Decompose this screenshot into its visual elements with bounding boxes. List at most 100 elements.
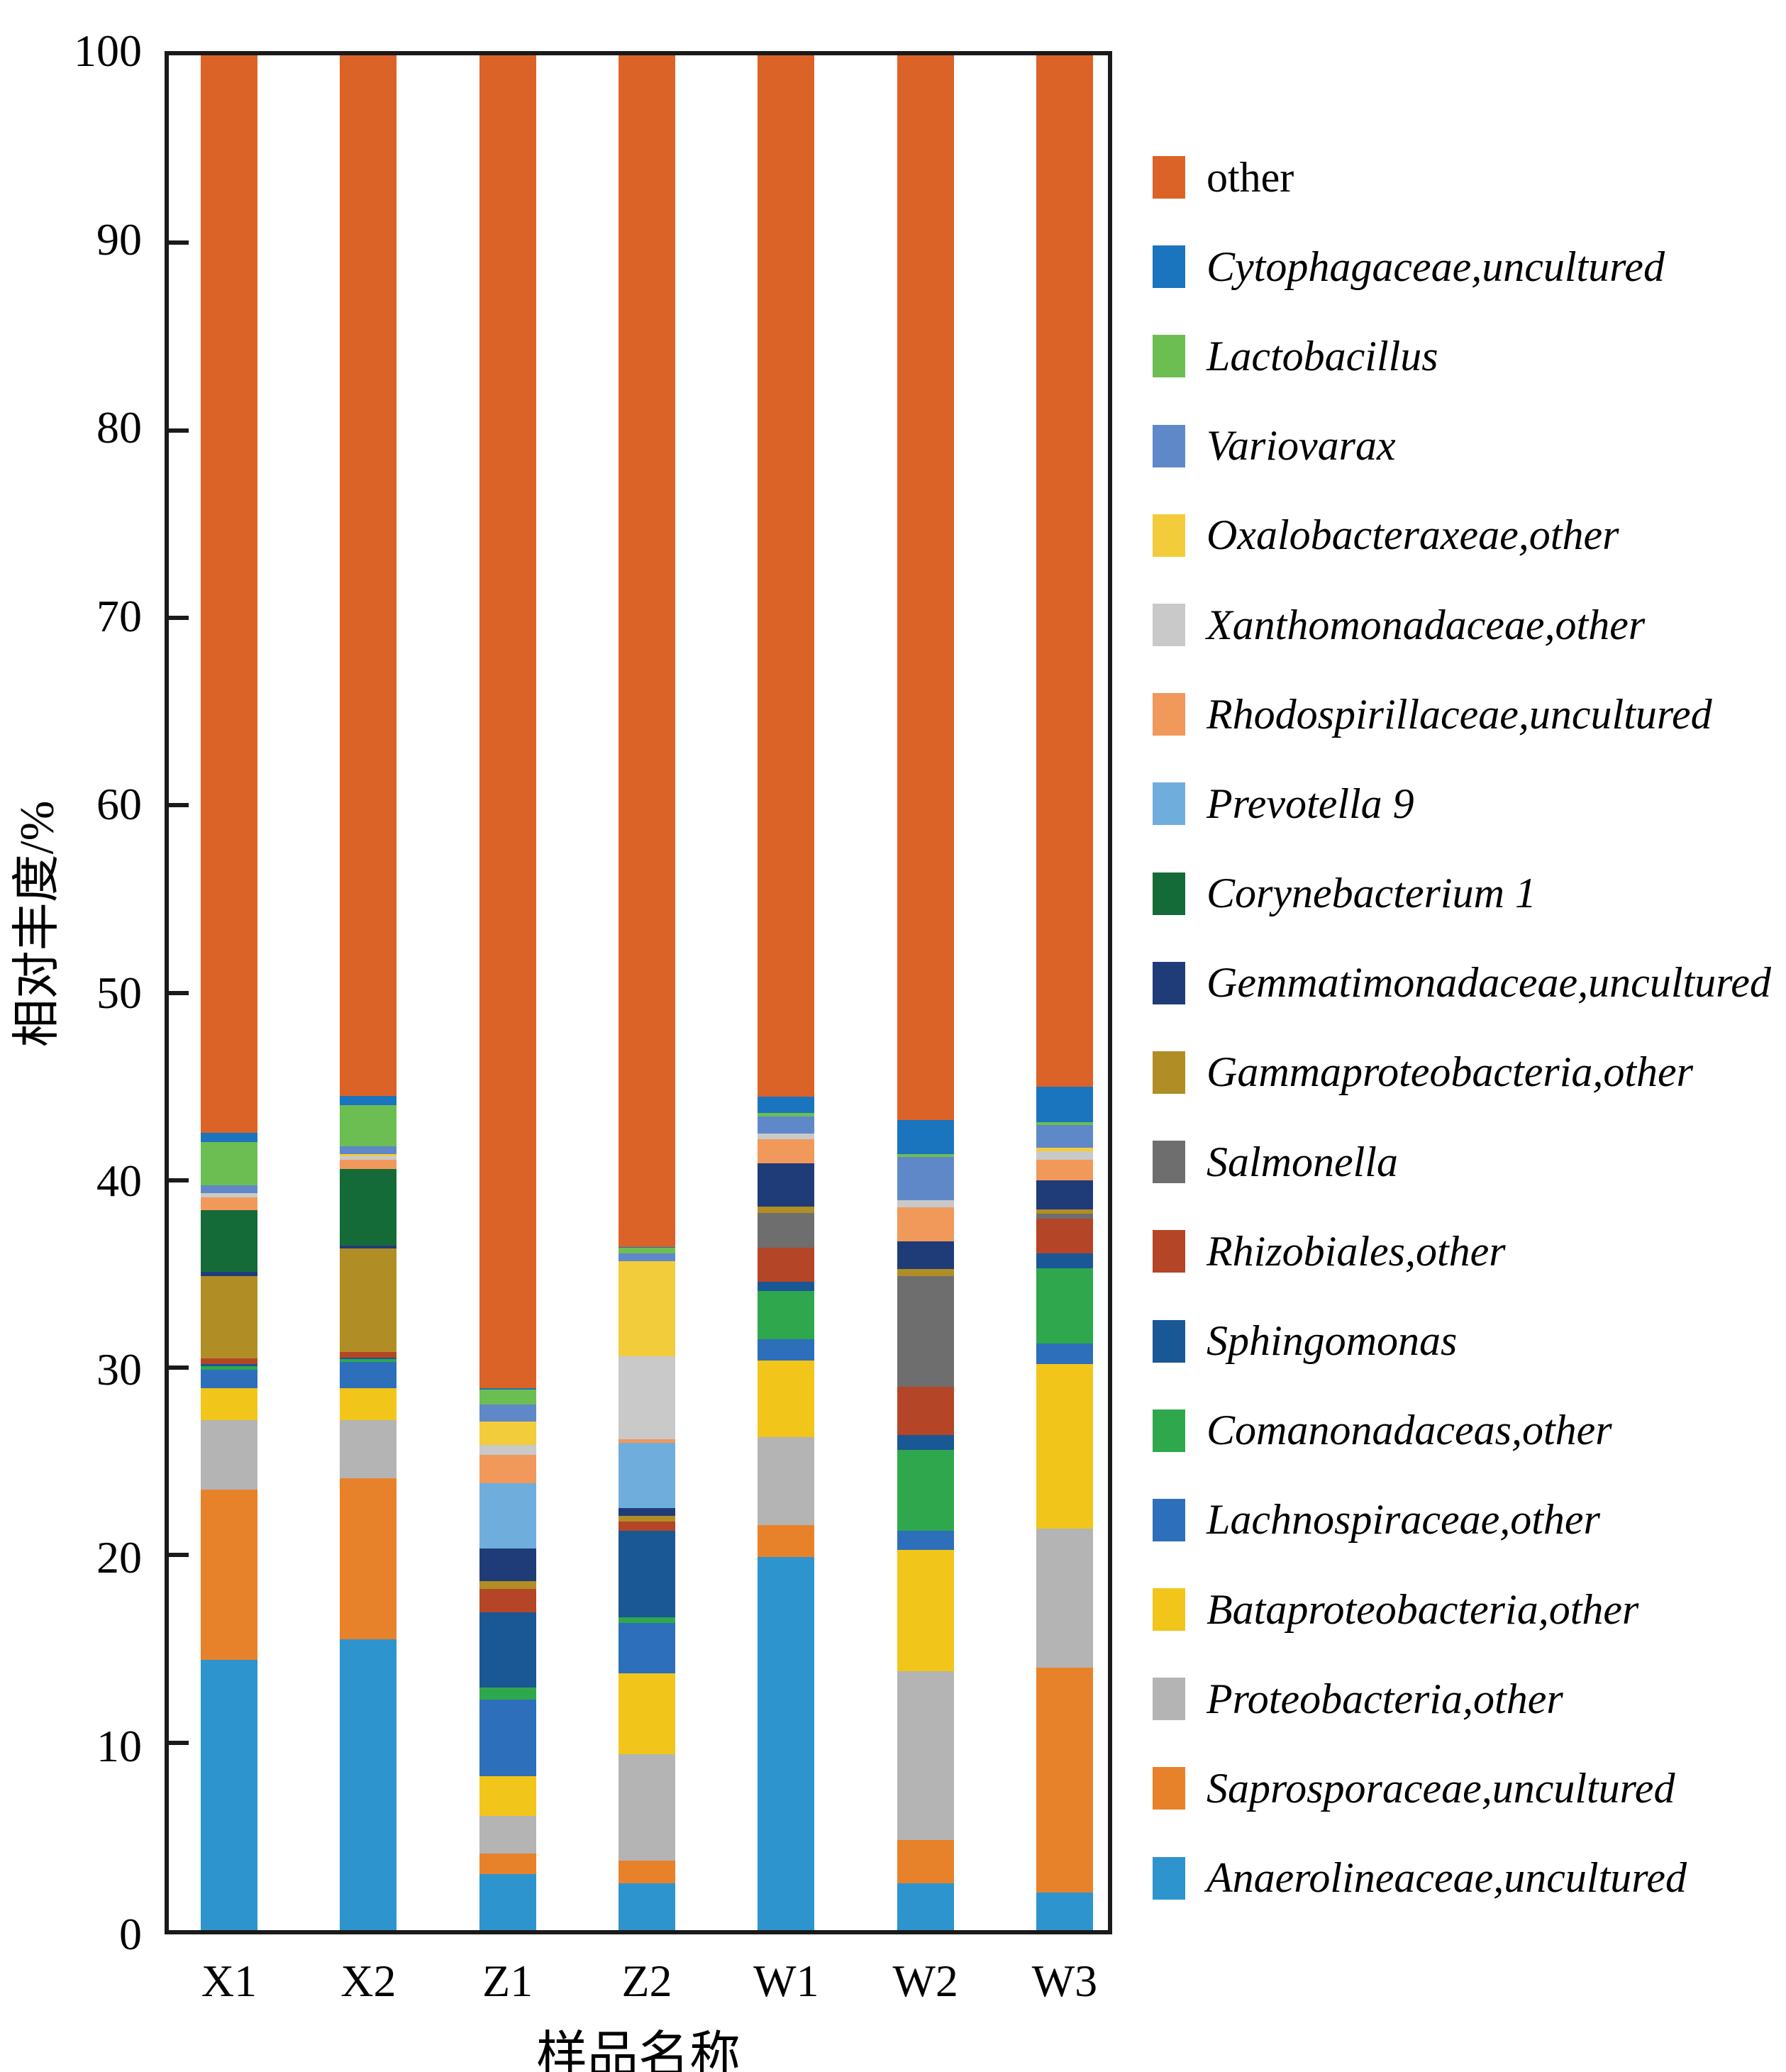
segment-Z2-Xanthomonadaceae,other <box>618 1356 675 1439</box>
segment-W2-Xanthomonadaceae,other <box>897 1200 954 1208</box>
x-tick-label-X1: X1 <box>201 1956 257 2006</box>
segment-W2-Variovarax <box>897 1156 954 1200</box>
legend-swatch-icon <box>1153 1588 1185 1631</box>
legend-label: Variovarax <box>1207 422 1396 470</box>
segment-Z1-Anaerolineaceae,uncultured <box>479 1873 536 1930</box>
segment-X1-Comanonadaceas,other <box>201 1365 257 1370</box>
legend-item-Comanonadaceas,other: Comanonadaceas,other <box>1153 1386 1771 1475</box>
legend-swatch-icon <box>1153 1767 1185 1810</box>
segment-Z1-Sphingomonas <box>479 1612 536 1688</box>
segment-X1-Anaerolineaceae,uncultured <box>201 1660 257 1930</box>
segment-X2-Corynebacterium 1 <box>340 1169 397 1246</box>
segment-Z2-Variovarax <box>618 1253 675 1261</box>
segment-W1-Gammaproteobacteria,other <box>758 1206 815 1214</box>
segment-Z2-Cytophagaceae,uncultured <box>618 1246 675 1248</box>
legend-item-Oxalobacteraxeae,other: Oxalobacteraxeae,other <box>1153 491 1771 580</box>
segment-Z1-Rhodospirillaceae,uncultured <box>479 1455 536 1483</box>
segment-X1-Variovarax <box>201 1185 257 1194</box>
legend-item-Proteobacteria,other: Proteobacteria,other <box>1153 1654 1771 1744</box>
bar-Z2 <box>618 55 675 1930</box>
legend-swatch-icon <box>1153 1856 1185 1900</box>
legend-item-Sphingomonas: Sphingomonas <box>1153 1296 1771 1385</box>
segment-X1-other <box>201 55 257 1133</box>
segment-W2-Bataproteobacteria,other <box>897 1549 954 1672</box>
segment-W1-Variovarax <box>758 1117 815 1134</box>
legend-label: Rhizobiales,other <box>1207 1227 1506 1275</box>
segment-X1-Gammaproteobacteria,other <box>201 1275 257 1358</box>
segment-W2-other <box>897 55 954 1121</box>
segment-W2-Sphingomonas <box>897 1435 954 1451</box>
bar-W3 <box>1036 55 1093 1930</box>
x-tick-label-Z1: Z1 <box>482 1956 533 2006</box>
legend-label: Bataproteobacteria,other <box>1207 1585 1639 1633</box>
legend-item-Bataproteobacteria,other: Bataproteobacteria,other <box>1153 1565 1771 1654</box>
bar-Z1 <box>479 55 536 1930</box>
segment-W3-Variovarax <box>1036 1124 1093 1148</box>
segment-W3-Comanonadaceas,other <box>1036 1268 1093 1344</box>
y-tick-label-20: 20 <box>96 1532 142 1583</box>
segment-W2-Lactobacillus <box>897 1153 954 1157</box>
segment-X1-Sphingomonas <box>201 1363 257 1366</box>
legend-swatch-icon <box>1153 1141 1185 1184</box>
segment-Z2-Lactobacillus <box>618 1248 675 1254</box>
segment-X2-Xanthomonadaceae,other <box>340 1156 397 1160</box>
segment-X2-Lachnospiraceae,other <box>340 1362 397 1389</box>
segment-Z1-Variovarax <box>479 1404 536 1422</box>
legend-swatch-icon <box>1153 1051 1185 1094</box>
legend-swatch-icon <box>1153 156 1185 199</box>
legend-label: Sphingomonas <box>1207 1317 1458 1365</box>
legend-item-Prevotella 9: Prevotella 9 <box>1153 759 1771 848</box>
y-tick-label-0: 0 <box>119 1909 142 1959</box>
bar-W2 <box>897 55 954 1930</box>
segment-W1-Saprosporaceae,uncultured <box>758 1525 815 1558</box>
legend-item-Rhodospirillaceae,uncultured: Rhodospirillaceae,uncultured <box>1153 670 1771 759</box>
legend-swatch-icon <box>1153 1498 1185 1541</box>
y-axis-title: 相对丰度/% <box>9 800 64 1048</box>
segment-W1-Proteobacteria,other <box>758 1436 815 1526</box>
segment-W2-Rhodospirillaceae,uncultured <box>897 1207 954 1241</box>
segment-Z1-Gammaproteobacteria,other <box>479 1581 536 1590</box>
segment-Z2-Rhizobiales,other <box>618 1521 675 1531</box>
segment-W1-Xanthomonadaceae,other <box>758 1133 815 1139</box>
legend-item-Xanthomonadaceae,other: Xanthomonadaceae,other <box>1153 580 1771 670</box>
segment-W2-Gammaproteobacteria,other <box>897 1269 954 1276</box>
segment-X1-Lactobacillus <box>201 1141 257 1185</box>
legend-label: Cytophagaceae,uncultured <box>1207 243 1665 290</box>
segment-W3-Salmonella <box>1036 1214 1093 1219</box>
y-tick-mark-80 <box>169 428 189 433</box>
segment-X2-Comanonadaceas,other <box>340 1359 397 1363</box>
legend: other Cytophagaceae,uncultured Lactobacill… <box>1153 133 1771 1923</box>
y-tick-label-90: 90 <box>96 214 142 265</box>
legend-label: other <box>1207 153 1294 201</box>
legend-item-Salmonella: Salmonella <box>1153 1117 1771 1207</box>
segment-Z2-Gemmatimonadaceae,uncultured <box>618 1508 675 1516</box>
segment-W3-Saprosporaceae,uncultured <box>1036 1667 1093 1893</box>
y-tick-mark-50 <box>169 990 189 995</box>
segment-X2-Saprosporaceae,uncultured <box>340 1478 397 1640</box>
segment-Z1-Gemmatimonadaceae,uncultured <box>479 1549 536 1582</box>
segment-Z1-Comanonadaceas,other <box>479 1687 536 1700</box>
legend-label: Gammaproteobacteria,other <box>1207 1048 1694 1096</box>
segment-W3-Bataproteobacteria,other <box>1036 1363 1093 1529</box>
y-tick-label-10: 10 <box>96 1720 142 1771</box>
segment-Z1-Bataproteobacteria,other <box>479 1776 536 1816</box>
segment-X1-Rhodospirillaceae,uncultured <box>201 1197 257 1211</box>
segment-Z2-Anaerolineaceae,uncultured <box>618 1883 675 1930</box>
segment-W3-Anaerolineaceae,uncultured <box>1036 1893 1093 1930</box>
y-tick-label-50: 50 <box>96 967 142 1018</box>
segment-W3-Gemmatimonadaceae,uncultured <box>1036 1180 1093 1209</box>
segment-W1-other <box>758 55 815 1097</box>
x-tick-label-W1: W1 <box>753 1956 819 2006</box>
segment-Z2-Oxalobacteraxeae,other <box>618 1261 675 1357</box>
segment-X1-Xanthomonadaceae,other <box>201 1193 257 1197</box>
segment-X1-Proteobacteria,other <box>201 1420 257 1490</box>
bar-X1 <box>201 55 257 1930</box>
legend-swatch-icon <box>1153 1678 1185 1721</box>
segment-X1-Gemmatimonadaceae,uncultured <box>201 1272 257 1276</box>
legend-item-Anaerolineaceae,uncultured: Anaerolineaceae,uncultured <box>1153 1834 1771 1923</box>
segment-W1-Rhodospirillaceae,uncultured <box>758 1139 815 1164</box>
x-tick-label-W2: W2 <box>892 1956 958 2006</box>
segment-W2-Proteobacteria,other <box>897 1671 954 1841</box>
y-tick-label-40: 40 <box>96 1156 142 1206</box>
y-tick-mark-10 <box>169 1740 189 1745</box>
